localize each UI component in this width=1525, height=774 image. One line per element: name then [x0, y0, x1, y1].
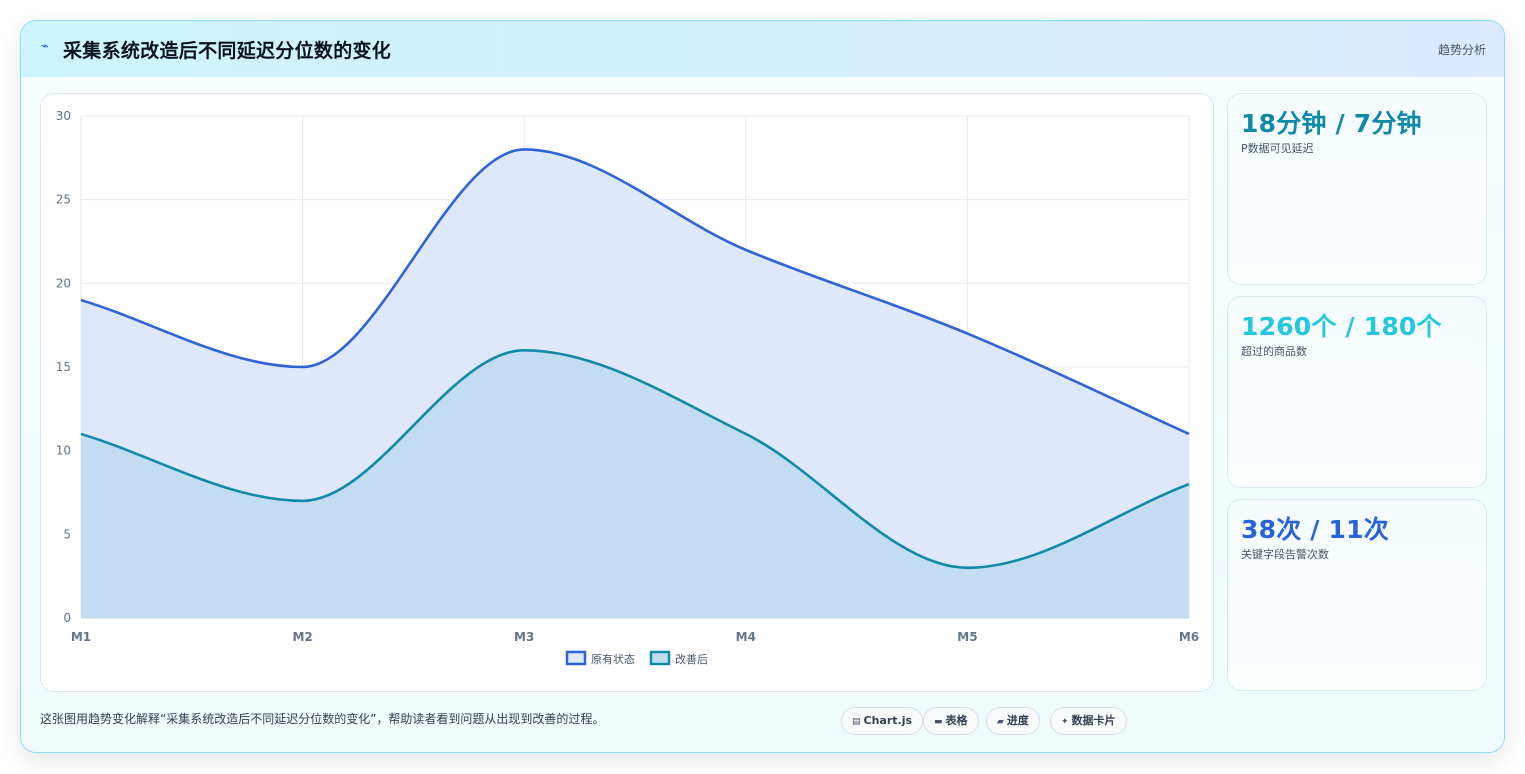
- stat-card-latency: 18分钟 / 7分钟 P数据可见延迟: [1227, 93, 1487, 285]
- chip-label: 进度: [1006, 714, 1029, 727]
- chart-panel: 0 5 10 15 20 25 30 M1 M2 M3 M4 M5 M6 原有状态 改善后: [40, 93, 1214, 692]
- x-tick-label: M4: [736, 630, 756, 644]
- page-title: 采集系统改造后不同延迟分位数的变化: [63, 40, 392, 62]
- y-tick-label: 0: [63, 611, 71, 625]
- legend-label: 改善后: [675, 652, 708, 666]
- legend-label: 原有状态: [591, 652, 635, 666]
- stat-label: 超过的商品数: [1241, 345, 1307, 358]
- chip-chartjs[interactable]: ▤ Chart.js: [841, 707, 924, 735]
- x-tick-label: M1: [71, 630, 91, 644]
- chip-table[interactable]: ▬ 表格: [923, 707, 979, 735]
- x-tick-label: M5: [957, 630, 977, 644]
- stat-card-products: 1260个 / 180个 超过的商品数: [1227, 296, 1487, 488]
- chip-label: 数据卡片: [1071, 714, 1116, 727]
- x-tick-label: M2: [292, 630, 312, 644]
- header-tag: 趋势分析: [1437, 43, 1486, 57]
- stat-value: 38次 / 11次: [1241, 515, 1389, 544]
- y-tick-label: 25: [56, 193, 71, 207]
- stat-value: 1260个 / 180个: [1241, 312, 1442, 341]
- chip-data-card[interactable]: ✦ 数据卡片: [1050, 707, 1127, 735]
- progress-icon: ▰: [997, 717, 1004, 727]
- y-tick-label: 10: [56, 444, 71, 458]
- stat-label: P数据可见延迟: [1241, 142, 1314, 155]
- stat-value: 18分钟 / 7分钟: [1241, 109, 1422, 138]
- y-tick-label: 15: [56, 360, 71, 374]
- chart-card: ⌁ 采集系统改造后不同延迟分位数的变化 趋势分析 0 5 10 15 20 25 30 M1 M…: [20, 20, 1505, 753]
- stat-label: 关键字段告警次数: [1241, 548, 1329, 561]
- chart-caption: 这张图用趋势变化解释“采集系统改造后不同延迟分位数的变化”，帮助读者看到问题从出…: [40, 712, 605, 726]
- data-card-icon: ✦: [1061, 717, 1069, 727]
- series-area-2: [81, 350, 1189, 618]
- card-header: ⌁ 采集系统改造后不同延迟分位数的变化 趋势分析: [21, 21, 1504, 77]
- y-tick-label: 30: [56, 109, 71, 123]
- trend-line-icon: ⌁: [41, 39, 49, 54]
- chip-label: Chart.js: [863, 714, 913, 727]
- series-line-2: [80, 348, 1190, 570]
- area-chart: 0 5 10 15 20 25 30 M1 M2 M3 M4 M5 M6 原有状态 改善后: [56, 109, 1199, 666]
- chart-icon: ▤: [852, 717, 861, 727]
- x-tick-label: M3: [514, 630, 534, 644]
- legend-swatch: [565, 650, 587, 666]
- x-tick-label: M6: [1179, 630, 1199, 644]
- y-tick-label: 20: [56, 276, 71, 290]
- stat-card-alerts: 38次 / 11次 关键字段告警次数: [1227, 499, 1487, 691]
- table-icon: ▬: [934, 717, 943, 727]
- chip-label: 表格: [945, 714, 968, 727]
- chip-progress[interactable]: ▰ 进度: [986, 707, 1040, 735]
- series-line-1: [80, 148, 1190, 436]
- legend-swatch: [649, 650, 671, 666]
- y-tick-label: 5: [63, 527, 71, 541]
